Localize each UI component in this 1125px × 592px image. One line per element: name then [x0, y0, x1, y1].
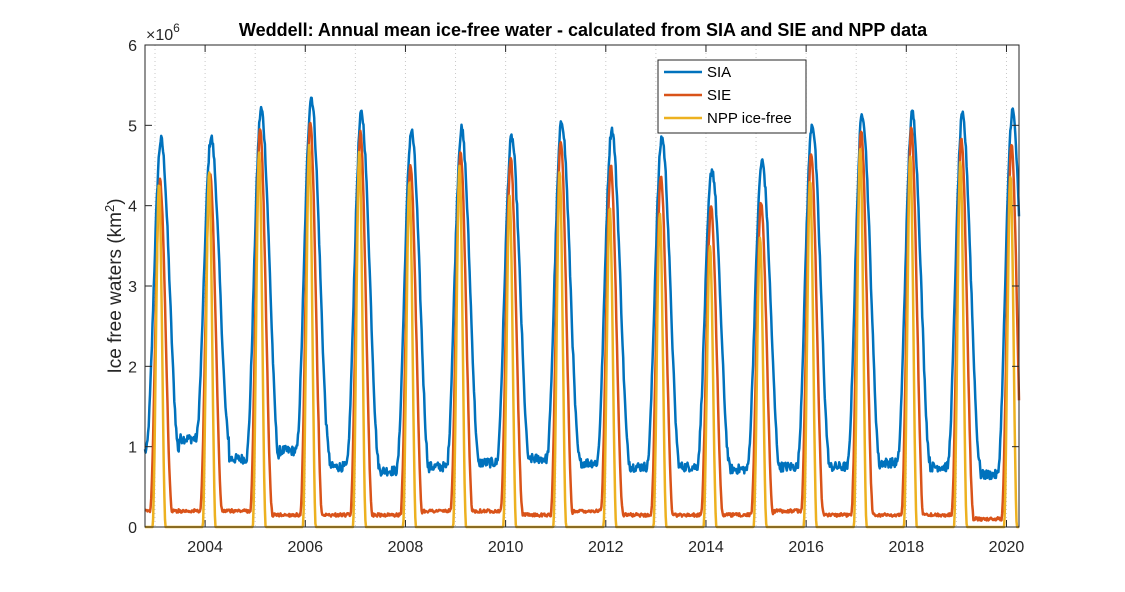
legend-label-sia: SIA [707, 64, 731, 81]
plot-area [145, 45, 1019, 527]
legend: SIA SIE NPP ice-free [657, 59, 807, 134]
y-tick-label: 3 [128, 279, 137, 296]
ticks: 2004 2006 2008 2010 2012 2014 2016 2018 2020 0 1 2 3… [128, 38, 1024, 556]
chart-title: Weddell: Annual mean ice-free water - ca… [239, 20, 928, 40]
y-tick-label: 2 [128, 359, 137, 376]
x-tick-label: 2012 [588, 539, 624, 556]
y-tick-label: 1 [128, 440, 137, 457]
series-line-sia [143, 96, 1021, 481]
legend-label-npp-ice-free: NPP ice-free [707, 110, 792, 127]
x-tick-label: 2008 [388, 539, 424, 556]
y-exponent-base: ×10 [146, 27, 173, 44]
legend-label-sie: SIE [707, 87, 731, 104]
x-tick-label: 2004 [187, 539, 223, 556]
y-exponent-power: 6 [173, 21, 180, 35]
y-tick-label: 0 [128, 520, 137, 537]
series-line-sie [144, 121, 1021, 522]
x-tick-label: 2014 [688, 539, 724, 556]
y-tick-label: 6 [128, 38, 137, 55]
x-tick-label: 2010 [488, 539, 524, 556]
y-exponent: ×106 [146, 21, 180, 44]
y-tick-label: 4 [128, 199, 137, 216]
x-tick-label: 2016 [788, 539, 824, 556]
y-tick-label: 5 [128, 118, 137, 135]
x-tick-label: 2018 [889, 539, 925, 556]
y-axis-label: Ice free waters (km2) [102, 198, 126, 373]
x-tick-label: 2020 [989, 539, 1025, 556]
x-tick-label: 2006 [287, 539, 323, 556]
